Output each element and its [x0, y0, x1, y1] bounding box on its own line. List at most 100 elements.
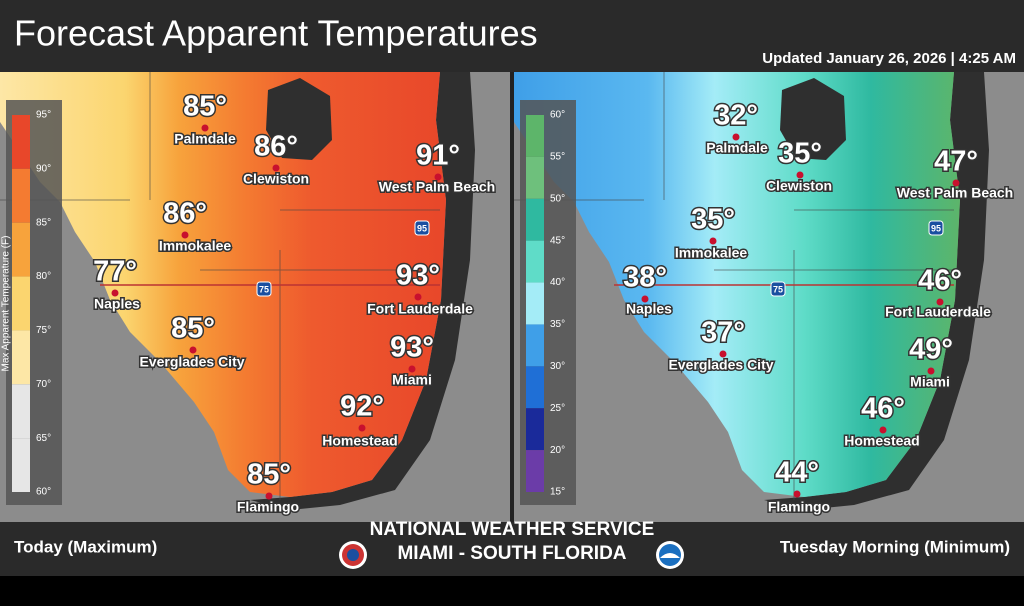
- city-temp: 86°: [163, 198, 207, 230]
- city-temp: 46°: [861, 393, 905, 425]
- city-name: Palmdale: [706, 140, 768, 156]
- city-temp: 77°: [93, 256, 137, 288]
- legend-tick: 65°: [36, 433, 51, 444]
- city-temp: 93°: [390, 332, 434, 364]
- city-dot: [358, 424, 366, 432]
- city-dot: [414, 293, 422, 301]
- city-temp: 93°: [396, 260, 440, 292]
- noaa-logo: [656, 541, 684, 569]
- legend-tick: 50°: [550, 193, 565, 204]
- interstate-shield: [256, 281, 272, 297]
- city-temp: 38°: [623, 262, 667, 294]
- legend-swatch: [12, 222, 30, 277]
- footer-bar: [0, 522, 1024, 576]
- legend-swatch: [12, 384, 30, 439]
- legend-tick: 25°: [550, 403, 565, 414]
- interstate-label: 75: [259, 284, 269, 294]
- legend-tick: 60°: [36, 487, 51, 498]
- legend-tick: 75°: [36, 325, 51, 336]
- city-dot: [641, 295, 649, 303]
- city-name: Palmdale: [174, 131, 236, 147]
- legend-swatch: [12, 276, 30, 331]
- city-dot: [201, 124, 209, 132]
- legend-tick: 20°: [550, 445, 565, 456]
- city-dot: [732, 133, 740, 141]
- legend-swatch: [526, 450, 544, 492]
- legend-tick: 60°: [550, 110, 565, 121]
- updated: Updated January 26, 2026 | 4:25 AM: [762, 50, 1016, 67]
- legend-swatch: [526, 324, 544, 367]
- city-temp: 35°: [778, 138, 822, 170]
- city-temp: 85°: [247, 459, 291, 491]
- legend-swatch: [12, 168, 30, 223]
- city-name: Flamingo: [237, 499, 299, 515]
- city-name: Homestead: [322, 433, 397, 449]
- legend-tick: 85°: [36, 217, 51, 228]
- city-name: Naples: [626, 301, 672, 317]
- city-dot: [927, 367, 935, 375]
- city-dot: [434, 173, 442, 181]
- legend-tick: 95°: [36, 110, 51, 121]
- city-name: Everglades City: [668, 357, 773, 373]
- city-name: West Palm Beach: [897, 185, 1013, 201]
- city-dot: [719, 350, 727, 358]
- legend-tick: 35°: [550, 319, 565, 330]
- legend-tick: 55°: [550, 152, 565, 163]
- legend-swatch: [526, 115, 544, 157]
- city-temp: 47°: [934, 146, 978, 178]
- city-name: Flamingo: [768, 499, 830, 515]
- nws-logo: [339, 541, 367, 569]
- title: Forecast Apparent Temperatures: [14, 13, 538, 54]
- city-name: Homestead: [844, 433, 919, 449]
- city-name: Immokalee: [675, 245, 748, 261]
- office: MIAMI - SOUTH FLORIDA: [397, 543, 626, 564]
- interstate-label: 95: [931, 223, 941, 233]
- city-dot: [408, 365, 416, 373]
- legend-swatch: [526, 282, 544, 325]
- city-name: West Palm Beach: [379, 179, 495, 195]
- city-temp: 32°: [714, 100, 758, 132]
- city-temp: 35°: [691, 204, 735, 236]
- city-dot: [796, 171, 804, 179]
- legend-tick: 80°: [36, 271, 51, 282]
- caption-right: Tuesday Morning (Minimum): [780, 537, 1010, 556]
- city-temp: 49°: [909, 334, 953, 366]
- city-dot: [111, 289, 119, 297]
- city-dot: [272, 164, 280, 172]
- legend-tick: 90°: [36, 163, 51, 174]
- map-left: 75 95 95° 90° 85° 80° 75° 70° 65° 60° Max Apparent…: [0, 72, 510, 522]
- city-temp: 92°: [340, 391, 384, 423]
- title-bar: [0, 0, 1024, 72]
- legend-tick: 45°: [550, 235, 565, 246]
- interstate-shield: [928, 220, 944, 236]
- city-dot: [265, 492, 273, 500]
- legend-swatch: [12, 330, 30, 385]
- legend-title: Max Apparent Temperature (F): [1, 236, 12, 372]
- interstate-shield: [414, 220, 430, 236]
- city-temp: 44°: [775, 457, 819, 489]
- interstate-label: 75: [773, 284, 783, 294]
- city-name: Naples: [94, 296, 140, 312]
- legend-swatch: [526, 366, 544, 409]
- city-dot: [936, 298, 944, 306]
- city-dot: [709, 237, 717, 245]
- city-name: Clewiston: [766, 178, 832, 194]
- city-name: Miami: [910, 374, 950, 390]
- legend-tick: 40°: [550, 277, 565, 288]
- caption-left: Today (Maximum): [14, 537, 157, 556]
- city-dot: [879, 426, 887, 434]
- city-dot: [952, 179, 960, 187]
- legend-swatch: [526, 156, 544, 199]
- city-temp: 46°: [918, 265, 962, 297]
- map-right: 75 95 60° 55° 50° 45° 40° 35° 30° 25° 20° 15° 32° Pal…: [514, 72, 1024, 522]
- city-dot: [181, 231, 189, 239]
- legend-tick: 15°: [550, 487, 565, 498]
- legend-swatch: [526, 198, 544, 241]
- city-name: Everglades City: [139, 354, 244, 370]
- legend-swatch: [12, 115, 30, 169]
- legend-swatch: [526, 408, 544, 451]
- city-name: Clewiston: [243, 171, 309, 187]
- city-dot: [189, 346, 197, 354]
